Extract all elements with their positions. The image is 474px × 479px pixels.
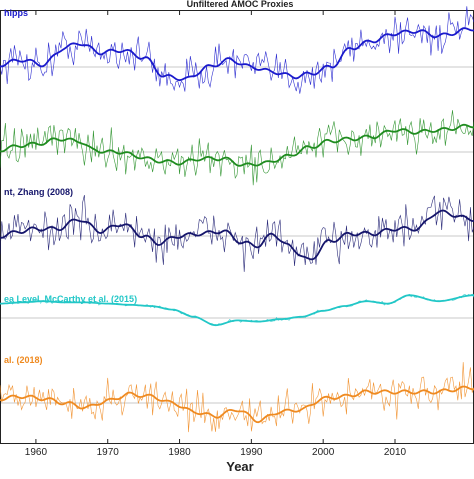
chart-title: Unfiltered AMOC Proxies xyxy=(187,0,294,9)
x-axis-ticks: 1960 1970 1980 1990 2000 2010 xyxy=(25,11,407,458)
raw-series-3 xyxy=(0,195,474,272)
x-tick-label-2000: 2000 xyxy=(312,447,335,458)
smoothed-series-4 xyxy=(0,294,474,327)
series-label-1: hipps xyxy=(4,8,28,18)
series-labels: hipps nt, Zhang (2008) ea Level, McCarthy … xyxy=(4,8,137,365)
x-tick-label-1960: 1960 xyxy=(25,447,48,458)
x-tick-label-2010: 2010 xyxy=(384,447,407,458)
x-tick-label-1990: 1990 xyxy=(240,447,263,458)
raw-series-group xyxy=(0,6,474,433)
x-tick-label-1980: 1980 xyxy=(168,447,191,458)
smoothed-series-1 xyxy=(0,27,474,82)
raw-series-2 xyxy=(0,110,474,186)
series-label-3: nt, Zhang (2008) xyxy=(4,187,73,197)
series-label-5: al. (2018) xyxy=(4,355,43,365)
raw-series-5 xyxy=(0,362,474,433)
smoothed-series-2 xyxy=(0,123,474,167)
x-tick-label-1970: 1970 xyxy=(97,447,120,458)
smoothed-series-group xyxy=(0,27,474,424)
raw-series-1 xyxy=(0,6,474,94)
smoothed-series-3 xyxy=(0,209,474,261)
smoothed-series-5 xyxy=(0,385,474,424)
x-axis-label: Year xyxy=(226,459,253,474)
series-label-4: ea Level, McCarthy et al. (2015) xyxy=(4,294,137,304)
baselines xyxy=(1,66,473,404)
